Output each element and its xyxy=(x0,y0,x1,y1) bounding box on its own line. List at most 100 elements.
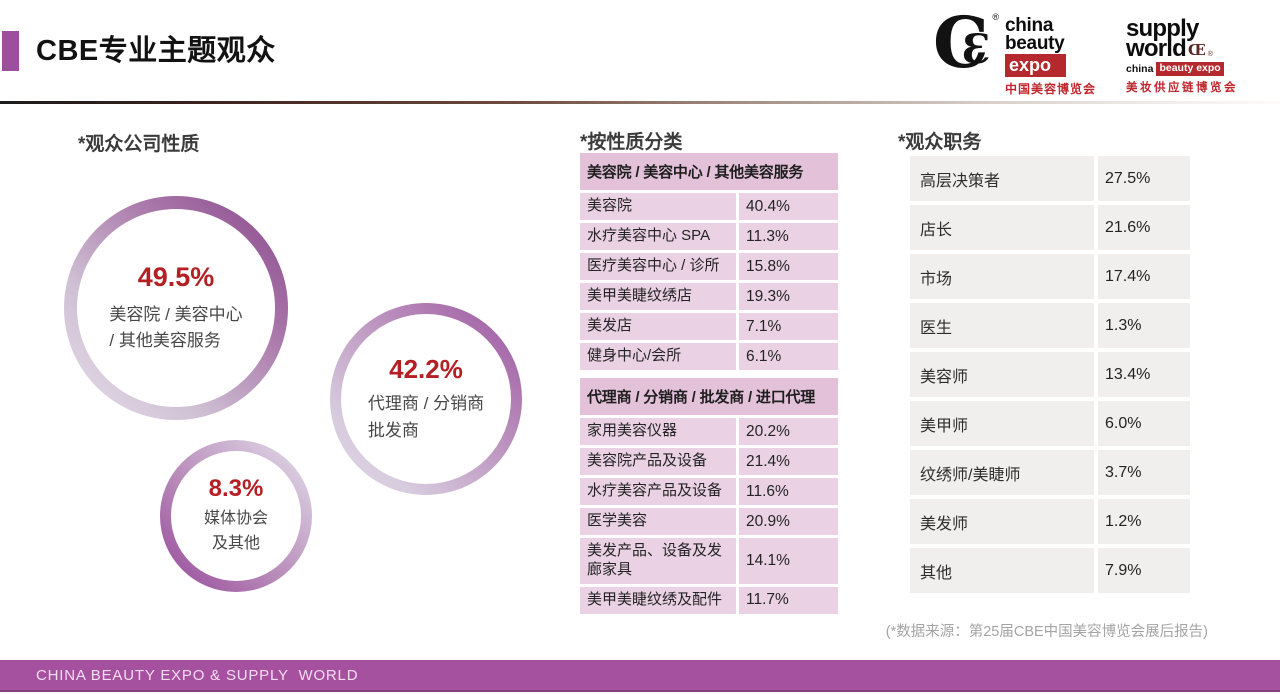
table-row: 高层决策者 27.5% xyxy=(910,156,1190,201)
distributor-table: 代理商 / 分销商 / 批发商 / 进口代理 家用美容仪器 20.2% 美容院产品… xyxy=(580,378,838,614)
title-accent-bar xyxy=(2,31,19,71)
header-divider xyxy=(0,101,1280,104)
table-row: 美容院产品及设备 21.4% xyxy=(580,448,838,475)
company-nature-heading: *观众公司性质 xyxy=(78,134,200,155)
table-row: 美甲师 6.0% xyxy=(910,401,1190,446)
by-nature-heading: *按性质分类 xyxy=(580,132,683,153)
row-label: 家用美容仪器 xyxy=(580,418,736,445)
row-label: 美容院产品及设备 xyxy=(580,448,736,475)
row-label: 美发师 xyxy=(910,499,1094,544)
bubble-agent-distributor: 42.2% 代理商 / 分销商 批发商 xyxy=(330,303,522,495)
row-value: 40.4% xyxy=(736,193,838,220)
table-row: 美容院 40.4% xyxy=(580,193,838,220)
row-label: 医疗美容中心 / 诊所 xyxy=(580,253,736,280)
china-beauty-expo-logo: C Ɛ ® china beauty expo 中国美容博览会 xyxy=(933,8,1096,97)
row-label: 医生 xyxy=(910,303,1094,348)
row-label: 美甲美睫纹绣店 xyxy=(580,283,736,310)
row-value: 7.9% xyxy=(1094,548,1190,593)
bubble-label-line2: 及其他 xyxy=(211,535,260,552)
row-value: 6.0% xyxy=(1094,401,1190,446)
row-label: 健身中心/会所 xyxy=(580,343,736,370)
row-label: 美发产品、设备及发廊家具 xyxy=(580,538,736,584)
row-label: 店长 xyxy=(910,205,1094,250)
table-row: 美甲美睫纹绣店 19.3% xyxy=(580,283,838,310)
sw-word-world-row: world Œ ® xyxy=(1126,36,1238,60)
row-value: 14.1% xyxy=(736,538,838,584)
table-row: 美发产品、设备及发廊家具 14.1% xyxy=(580,538,838,584)
row-value: 20.2% xyxy=(736,418,838,445)
cbe-chinese-name: 中国美容博览会 xyxy=(1004,82,1096,97)
sw-chinese-name: 美妆供应链博览会 xyxy=(1126,81,1238,94)
bubble-label: 媒体协会 及其他 xyxy=(204,507,268,557)
row-label: 美发店 xyxy=(580,313,736,340)
table-header: 代理商 / 分销商 / 批发商 / 进口代理 xyxy=(580,378,838,415)
supply-world-logo: supply world Œ ® china beauty expo 美妆供应链… xyxy=(1126,16,1238,95)
row-value: 11.6% xyxy=(736,478,838,505)
bubble-content: 8.3% 媒体协会 及其他 xyxy=(160,440,312,592)
row-label: 水疗美容产品及设备 xyxy=(580,478,736,505)
bubble-label: 美容院 / 美容中心 / 其他美容服务 xyxy=(109,302,242,355)
job-titles-heading: *观众职务 xyxy=(898,132,982,153)
row-value: 21.4% xyxy=(736,448,838,475)
bubble-value: 49.5% xyxy=(137,261,215,292)
registered-mark: ® xyxy=(992,12,999,22)
row-label: 其他 xyxy=(910,548,1094,593)
row-label: 美容师 xyxy=(910,352,1094,397)
row-value: 11.7% xyxy=(736,586,838,614)
bubble-label-line1: 美容院 / 美容中心 xyxy=(109,304,243,324)
sw-word-supply: supply xyxy=(1126,15,1199,42)
row-value: 17.4% xyxy=(1094,254,1190,299)
row-value: 3.7% xyxy=(1094,450,1190,495)
bubble-beauty-salon: 49.5% 美容院 / 美容中心 / 其他美容服务 xyxy=(64,196,288,420)
row-label: 医学美容 xyxy=(580,508,736,535)
table-row: 店长 21.6% xyxy=(910,205,1190,250)
cbe-word-china: china xyxy=(1004,15,1054,36)
row-value: 1.2% xyxy=(1094,499,1190,544)
beauty-services-table: 美容院 / 美容中心 / 其他美容服务 美容院 40.4% 水疗美容中心 SPA 1… xyxy=(580,153,838,370)
table-row: 健身中心/会所 6.1% xyxy=(580,343,838,370)
table-row: 纹绣师/美睫师 3.7% xyxy=(910,450,1190,495)
table-row: 市场 17.4% xyxy=(910,254,1190,299)
row-value: 20.9% xyxy=(736,508,838,535)
row-value: 13.4% xyxy=(1094,352,1190,397)
bubble-value: 8.3% xyxy=(208,475,264,503)
table-row: 其他 7.9% xyxy=(910,548,1190,593)
row-value: 1.3% xyxy=(1094,303,1190,348)
logo-group: C Ɛ ® china beauty expo 中国美容博览会 supply w… xyxy=(933,8,1238,97)
row-label: 水疗美容中心 SPA xyxy=(580,223,736,250)
row-value: 27.5% xyxy=(1094,156,1190,201)
row-label: 美容院 xyxy=(580,193,736,220)
row-label: 美甲美睫纹绣及配件 xyxy=(580,586,736,614)
row-label: 美甲师 xyxy=(910,401,1094,446)
slide-title: CBE专业主题观众 xyxy=(36,35,276,67)
bubble-label-line2: 批发商 xyxy=(367,420,419,440)
sw-subline: china beauty expo xyxy=(1126,62,1238,76)
cbe-logo-text: china beauty expo 中国美容博览会 xyxy=(1004,15,1096,97)
row-label: 高层决策者 xyxy=(910,156,1094,201)
bubble-label-line2: / 其他美容服务 xyxy=(109,331,221,350)
cbe-word-beauty: beauty xyxy=(1004,33,1065,55)
table-row: 美甲美睫纹绣及配件 11.7% xyxy=(580,586,838,614)
sw-sub-china: china xyxy=(1126,63,1154,76)
row-label: 市场 xyxy=(910,254,1094,299)
sw-sub-beauty-expo: beauty expo xyxy=(1156,62,1224,76)
table-row: 美发店 7.1% xyxy=(580,313,838,340)
bottom-brand-bar: CHINA BEAUTY EXPO & SUPPLY WORLD xyxy=(0,660,1280,692)
row-value: 11.3% xyxy=(736,223,838,250)
row-value: 15.8% xyxy=(736,253,838,280)
table-row: 医疗美容中心 / 诊所 15.8% xyxy=(580,253,838,280)
bottom-bar-text: CHINA BEAUTY EXPO & SUPPLY WORLD xyxy=(36,666,359,684)
row-value: 7.1% xyxy=(736,313,838,340)
table-header: 美容院 / 美容中心 / 其他美容服务 xyxy=(580,153,838,190)
bubble-label-line1: 代理商 / 分销商 xyxy=(367,394,485,414)
bubble-label: 代理商 / 分销商 批发商 xyxy=(368,391,484,444)
table-row: 水疗美容中心 SPA 11.3% xyxy=(580,223,838,250)
bubble-content: 42.2% 代理商 / 分销商 批发商 xyxy=(330,303,522,495)
row-label: 纹绣师/美睫师 xyxy=(910,450,1094,495)
row-value: 21.6% xyxy=(1094,205,1190,250)
table-row: 水疗美容产品及设备 11.6% xyxy=(580,478,838,505)
registered-mark: ® xyxy=(1207,51,1213,59)
sw-monogram-icon: Œ xyxy=(1188,41,1206,60)
row-value: 19.3% xyxy=(736,283,838,310)
